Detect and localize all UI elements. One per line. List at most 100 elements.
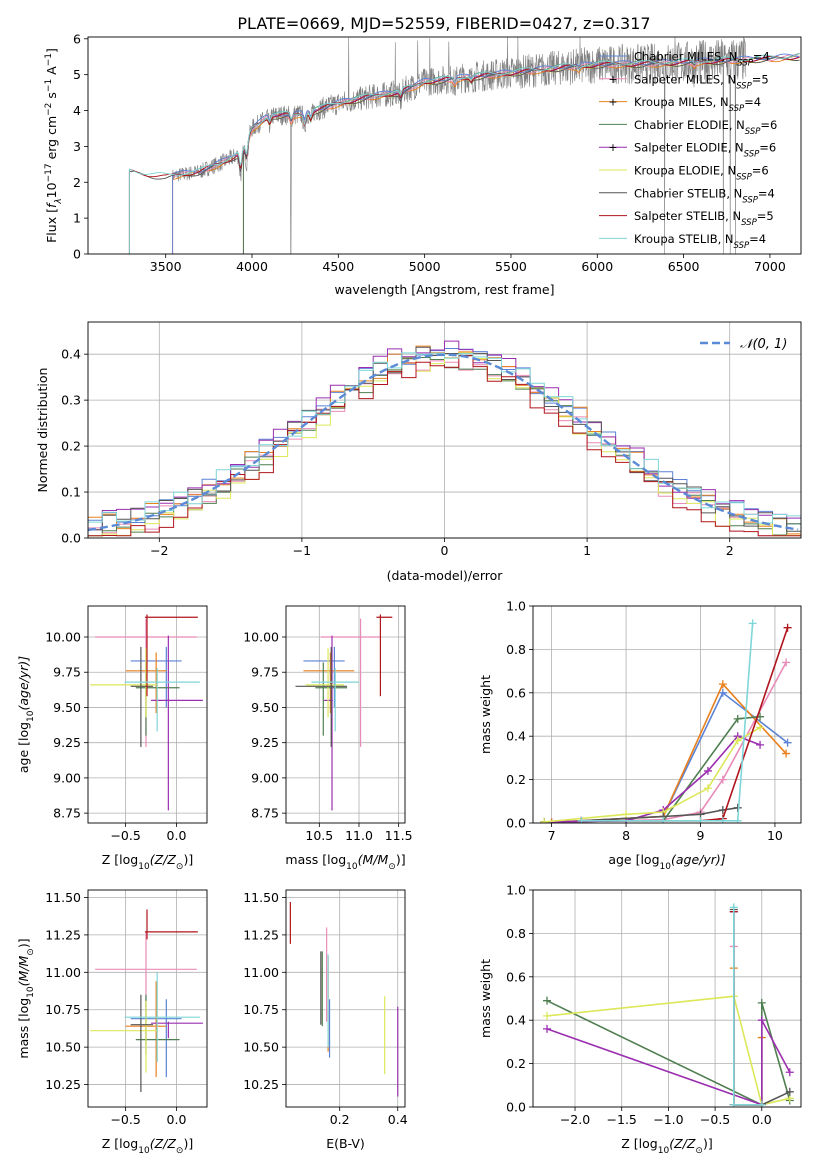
weight-series-line: [551, 682, 787, 823]
x-tick-label: 11.0: [345, 828, 373, 843]
legend-marker: +: [608, 96, 617, 109]
histogram-series: [88, 340, 801, 538]
y-tick-label: 9.25: [251, 735, 279, 750]
x-tick-label: −1.0: [653, 1112, 683, 1127]
y-axis-label: Normed distribution: [35, 368, 50, 493]
y-axis-label-part: −1: [44, 79, 54, 92]
plot-area: [90, 614, 203, 811]
x-axis-label-part: 10: [138, 862, 150, 872]
x-axis-label-part: (age/yr)]: [671, 852, 726, 867]
x-tick-label: 0.0: [167, 1112, 187, 1127]
y-tick-label: 0.0: [61, 531, 81, 546]
x-tick-label: 0.0: [167, 828, 187, 843]
weight-series-line: [733, 907, 762, 1106]
y-tick-label: 8.75: [251, 806, 279, 821]
x-tick-label: −0.5: [110, 1112, 140, 1127]
axes-border: [285, 605, 406, 824]
y-tick-label: 9.50: [251, 700, 279, 715]
plot-area: [128, 37, 800, 254]
y-axis-label-part: −1: [44, 53, 54, 66]
x-tick-label: 2: [726, 543, 734, 558]
axes-border: [532, 605, 802, 824]
y-tick-label: 10.25: [243, 1077, 279, 1092]
axes-border: [532, 889, 802, 1108]
x-tick-label: 4500: [322, 259, 354, 274]
weight-point-marker: [783, 623, 792, 632]
y-tick-label: 9.00: [53, 770, 81, 785]
x-axis-label: Z [log10(Z/Z⊙)]: [102, 1136, 193, 1156]
y-axis-label-part: λ: [54, 198, 64, 204]
y-axis-label: mass weight: [478, 675, 493, 754]
weight-point-marker: [782, 749, 791, 758]
y-tick-label: 0.4: [61, 347, 81, 362]
legend-entry: Salpeter ELODIE, NSSP=6: [634, 141, 776, 160]
weight-series-line: [544, 726, 761, 823]
axes-border: [87, 605, 208, 824]
x-tick-label: 6500: [668, 259, 700, 274]
legend-entry-text: Salpeter ELODIE, N: [634, 141, 744, 155]
weight-point-marker: [622, 810, 631, 819]
legend-marker: +: [608, 141, 617, 154]
x-axis-label-part: (Z/Z: [669, 1136, 696, 1151]
weight-point-marker: [703, 766, 712, 775]
plot-area: [88, 340, 801, 538]
axes-frame: −0.5 0.0 8.75 9.00 9.25 9.50 9.75 10.00: [45, 605, 208, 843]
weight-point-marker: [729, 1100, 738, 1107]
y-axis-label-part: mass [log: [16, 998, 31, 1059]
weight-point-marker: [718, 680, 727, 689]
legend-entry-text: Kroupa MILES, N: [634, 95, 729, 109]
mass-vs-metallicity-panel: −0.5 0.0 10.25 10.50 10.75 11.00 11.25 11.50 Z […: [16, 889, 208, 1156]
legend-entry-text: Chabrier STELIB, N: [634, 186, 742, 200]
y-tick-label: 0.8: [506, 926, 526, 941]
legend-entry-text: Salpeter MILES, N: [634, 72, 736, 86]
axes-frame: −0.5 0.0 10.25 10.50 10.75 11.00 11.25 11.50: [45, 889, 208, 1127]
y-tick-label: 0.6: [506, 969, 526, 984]
y-tick-label: 4: [73, 103, 81, 118]
y-tick-label: 11.50: [243, 890, 279, 905]
y-tick-label: 0.0: [506, 816, 526, 831]
plot-area: [540, 619, 792, 823]
axes-frame: 3500 4000 4500 5000 5500 6000 6500 7000 0 1 2 3 4 5 6: [73, 31, 802, 274]
grid: [88, 890, 207, 1107]
x-tick-label: 10: [767, 828, 783, 843]
y-tick-label: 9.75: [251, 665, 279, 680]
y-axis-label: mass weight: [478, 959, 493, 1038]
axes-frame: 0.2 0.4 10.25 10.50 10.75 11.00 11.25 11.50: [243, 889, 408, 1127]
x-axis-label-part: (Z/Z: [150, 852, 177, 867]
legend-entry-count: =4: [758, 186, 775, 200]
residual-histogram-panel: −2 −1 0 1 2 0.0 0.1 0.2 0.3 0.4 𝒩(0, 1) (data-model…: [35, 321, 802, 583]
axes-border: [87, 36, 802, 255]
weight-series-line: [733, 946, 762, 1106]
legend-entry-count: =6: [752, 164, 769, 178]
legend-entry: Chabrier STELIB, NSSP=4: [634, 186, 775, 205]
x-axis-label-part: ⊙: [176, 1146, 184, 1156]
x-tick-label: −0.5: [110, 828, 140, 843]
legend-entry-sub: SSP: [741, 218, 757, 228]
x-tick-label: 0: [441, 543, 449, 558]
legend-entry-sub: SSP: [745, 127, 761, 137]
y-tick-label: 11.25: [45, 927, 81, 942]
weight-point-marker: [756, 740, 765, 749]
x-axis-label-part: 10: [658, 1146, 670, 1156]
model-spectrum-line: [128, 55, 800, 254]
x-axis-label: age [log10(age/yr)]: [608, 852, 725, 872]
y-axis-label-part: ]: [44, 48, 59, 53]
x-axis-label-part: mass [log: [285, 852, 346, 867]
x-tick-label: −2: [150, 543, 168, 558]
y-tick-label: 9.00: [251, 770, 279, 785]
y-axis-label-part: age [log: [16, 722, 31, 773]
legend-entry-sub: SSP: [736, 81, 752, 91]
y-tick-label: 6: [73, 31, 81, 46]
y-axis-label-part: (age/yr)]: [16, 656, 31, 711]
y-tick-label: 0.2: [506, 1056, 526, 1071]
weight-point-marker: [733, 714, 742, 723]
y-tick-label: 1.0: [506, 883, 526, 898]
age-vs-mass-panel: 10.5 11.0 11.5 8.75 9.00 9.25 9.50 9.75 10.00 mas…: [243, 605, 413, 872]
legend-entry: 𝒩(0, 1): [740, 337, 787, 352]
y-axis-label-part: (M/M: [16, 956, 31, 987]
legend-entry-count: =4: [753, 50, 770, 64]
axes-border: [285, 889, 406, 1108]
x-axis-label-part: ⊙: [388, 862, 396, 872]
axes-frame: 7 8 9 10 0.0 0.2 0.4 0.6 0.8 1.0: [506, 599, 802, 843]
